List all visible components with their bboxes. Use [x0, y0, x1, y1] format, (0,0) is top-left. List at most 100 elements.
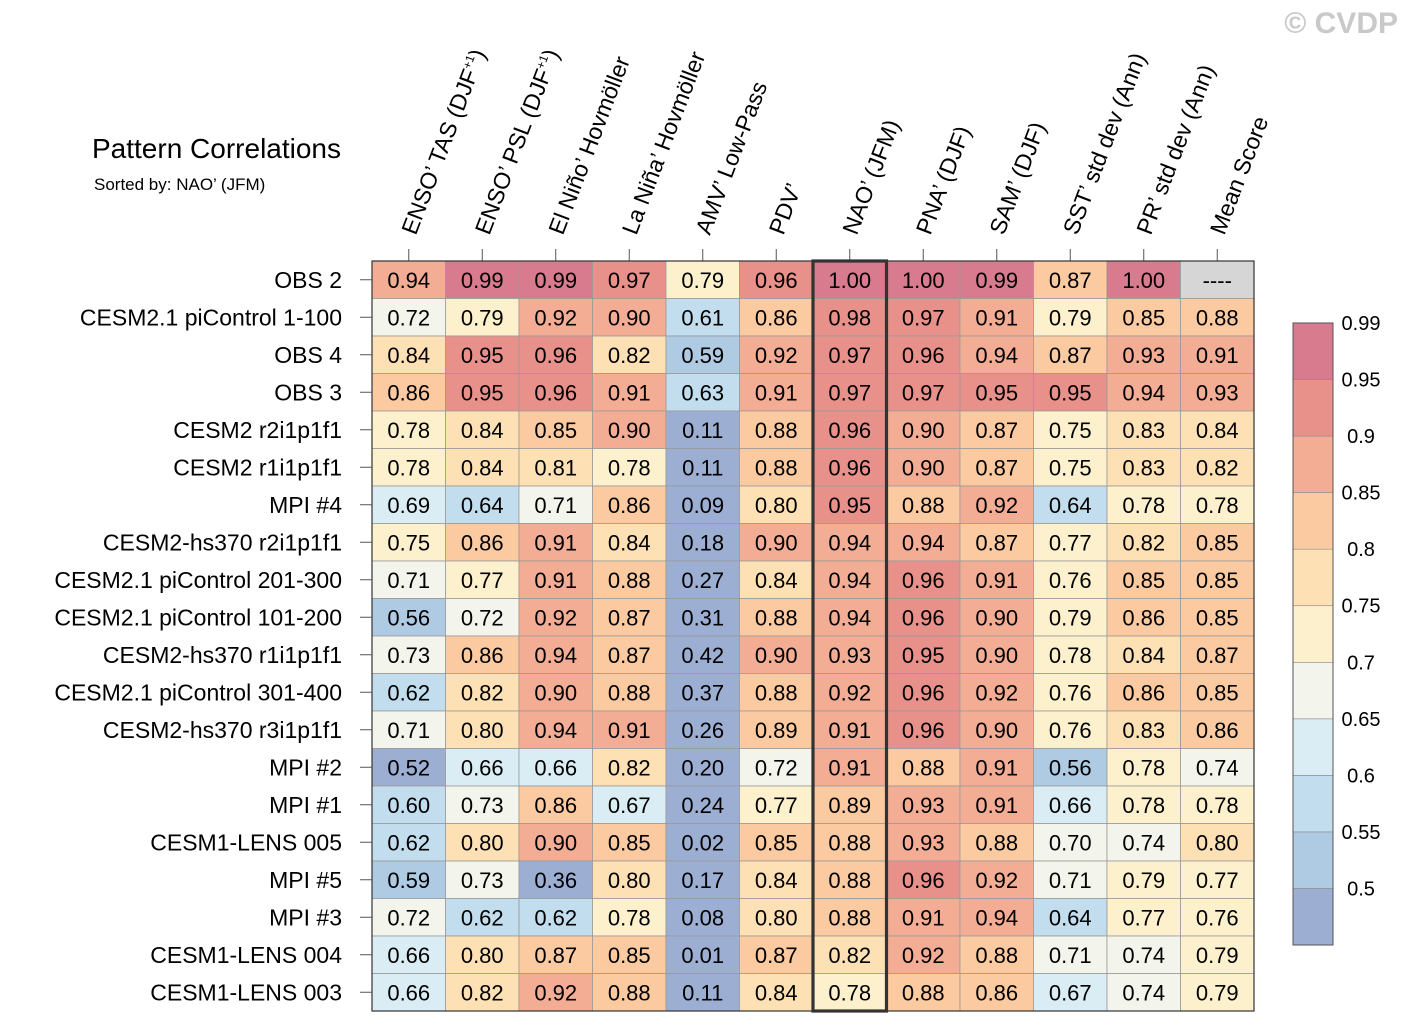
cell-value: 0.82: [608, 755, 651, 780]
cell-value: 0.94: [1122, 380, 1165, 405]
colorbar-swatch: [1292, 379, 1334, 437]
heatmap-cell: [1106, 935, 1181, 974]
heatmap-cell: [665, 410, 740, 449]
heatmap-cell: [445, 298, 520, 337]
cell-value: 1.00: [828, 268, 871, 293]
row-label: CESM2 r1i1p1f1: [173, 454, 342, 480]
cell-value: 0.79: [1196, 943, 1239, 968]
cell-value: 0.88: [1196, 305, 1239, 330]
cell-value: 0.11: [682, 980, 723, 1005]
colorbar-label: 0.55: [1342, 822, 1381, 844]
cell-value: 0.90: [755, 530, 798, 555]
heatmap-cell: [812, 560, 887, 599]
cell-value: 0.85: [1196, 530, 1239, 555]
heatmap-cell: [739, 785, 814, 824]
heatmap-cell: [592, 410, 667, 449]
cell-value: 0.85: [1196, 568, 1239, 593]
cell-value: 0.77: [755, 793, 798, 818]
cell-value: 0.84: [461, 418, 504, 443]
heatmap-cell: [518, 523, 593, 562]
row-label: MPI #3: [269, 904, 342, 930]
cell-value: 0.90: [608, 418, 651, 443]
heatmap-cell: [959, 823, 1034, 862]
cell-value: 0.91: [755, 380, 798, 405]
heatmap-cell: [445, 748, 520, 787]
cell-value: 0.88: [755, 418, 798, 443]
heatmap-cell: [739, 748, 814, 787]
cell-value: 0.60: [387, 793, 430, 818]
heatmap-cell: [739, 823, 814, 862]
heatmap-cell: [1180, 710, 1255, 749]
heatmap-cell: [1033, 860, 1108, 899]
cell-value: 0.67: [608, 793, 651, 818]
cell-value: 0.88: [755, 680, 798, 705]
heatmap-cell: [886, 635, 961, 674]
heatmap-cell: [445, 823, 520, 862]
cell-value: 0.96: [902, 568, 945, 593]
heatmap-cell: [959, 523, 1034, 562]
row-label: MPI #5: [269, 867, 342, 893]
heatmap-cell: [1106, 823, 1181, 862]
cell-value: 0.73: [461, 793, 504, 818]
cell-value: 0.94: [387, 268, 430, 293]
cell-value: 0.27: [681, 568, 724, 593]
cell-value: 0.71: [387, 568, 430, 593]
cell-value: 0.94: [975, 343, 1018, 368]
heatmap-cell: [665, 523, 740, 562]
cell-value: 0.87: [534, 943, 577, 968]
cell-value: 0.86: [608, 493, 651, 518]
cell-value: 0.78: [387, 418, 430, 443]
colorbar-label: 0.5: [1347, 878, 1375, 900]
cell-value: 0.82: [828, 943, 871, 968]
cell-value: 0.90: [975, 605, 1018, 630]
heatmap-cell: [592, 523, 667, 562]
colorbar-swatch: [1292, 718, 1334, 776]
cell-value: 0.91: [828, 755, 871, 780]
colorbar-swatch: [1292, 322, 1334, 380]
cell-value: 0.85: [1196, 680, 1239, 705]
heatmap-cell: [445, 898, 520, 937]
cell-value: 0.80: [755, 493, 798, 518]
cell-value: 0.70: [1049, 830, 1092, 855]
cell-value: 0.86: [534, 793, 577, 818]
column-label: SST’ std dev (Ann): [1058, 49, 1151, 238]
cell-value: 0.89: [755, 718, 798, 743]
row-label: OBS 4: [274, 342, 342, 368]
cell-value: 0.87: [975, 455, 1018, 480]
cell-value: 0.77: [1122, 905, 1165, 930]
cell-value: 0.88: [608, 568, 651, 593]
cell-value: 0.95: [828, 493, 871, 518]
cell-value: 0.17: [681, 868, 724, 893]
heatmap-cell: [518, 335, 593, 374]
cell-value: 0.72: [387, 305, 430, 330]
heatmap-cell: [886, 598, 961, 637]
cell-value: 0.80: [608, 868, 651, 893]
heatmap-cell: [371, 710, 446, 749]
cell-value: 0.91: [975, 755, 1018, 780]
cell-value: 0.96: [828, 455, 871, 480]
colorbar-label: 0.7: [1347, 652, 1375, 674]
cell-value: 0.08: [681, 905, 724, 930]
heatmap-cell: [371, 335, 446, 374]
heatmap-cell: [1106, 260, 1181, 299]
row-label: CESM2-hs370 r1i1p1f1: [103, 642, 342, 668]
cell-value: 0.88: [828, 868, 871, 893]
cell-value: 0.78: [1122, 493, 1165, 518]
cell-value: 0.95: [461, 380, 504, 405]
cell-value: 0.96: [902, 680, 945, 705]
cell-value: 0.91: [608, 718, 651, 743]
cell-value: 0.96: [755, 268, 798, 293]
cell-value: 0.80: [755, 905, 798, 930]
heatmap-cell: [518, 635, 593, 674]
cell-value: 0.85: [608, 943, 651, 968]
cell-value: 0.94: [534, 643, 577, 668]
cell-value: 0.37: [681, 680, 724, 705]
row-label: MPI #2: [269, 754, 342, 780]
heatmap-cell: [371, 748, 446, 787]
cell-value: 0.92: [975, 868, 1018, 893]
heatmap-cell: [959, 710, 1034, 749]
heatmap-cells: 0.94 0.99 0.99 0.97 0.79 0.96 1.00 1.00 0.99 0.87…: [371, 259, 1255, 1013]
cell-value: 0.90: [608, 305, 651, 330]
heatmap-cell: [518, 560, 593, 599]
